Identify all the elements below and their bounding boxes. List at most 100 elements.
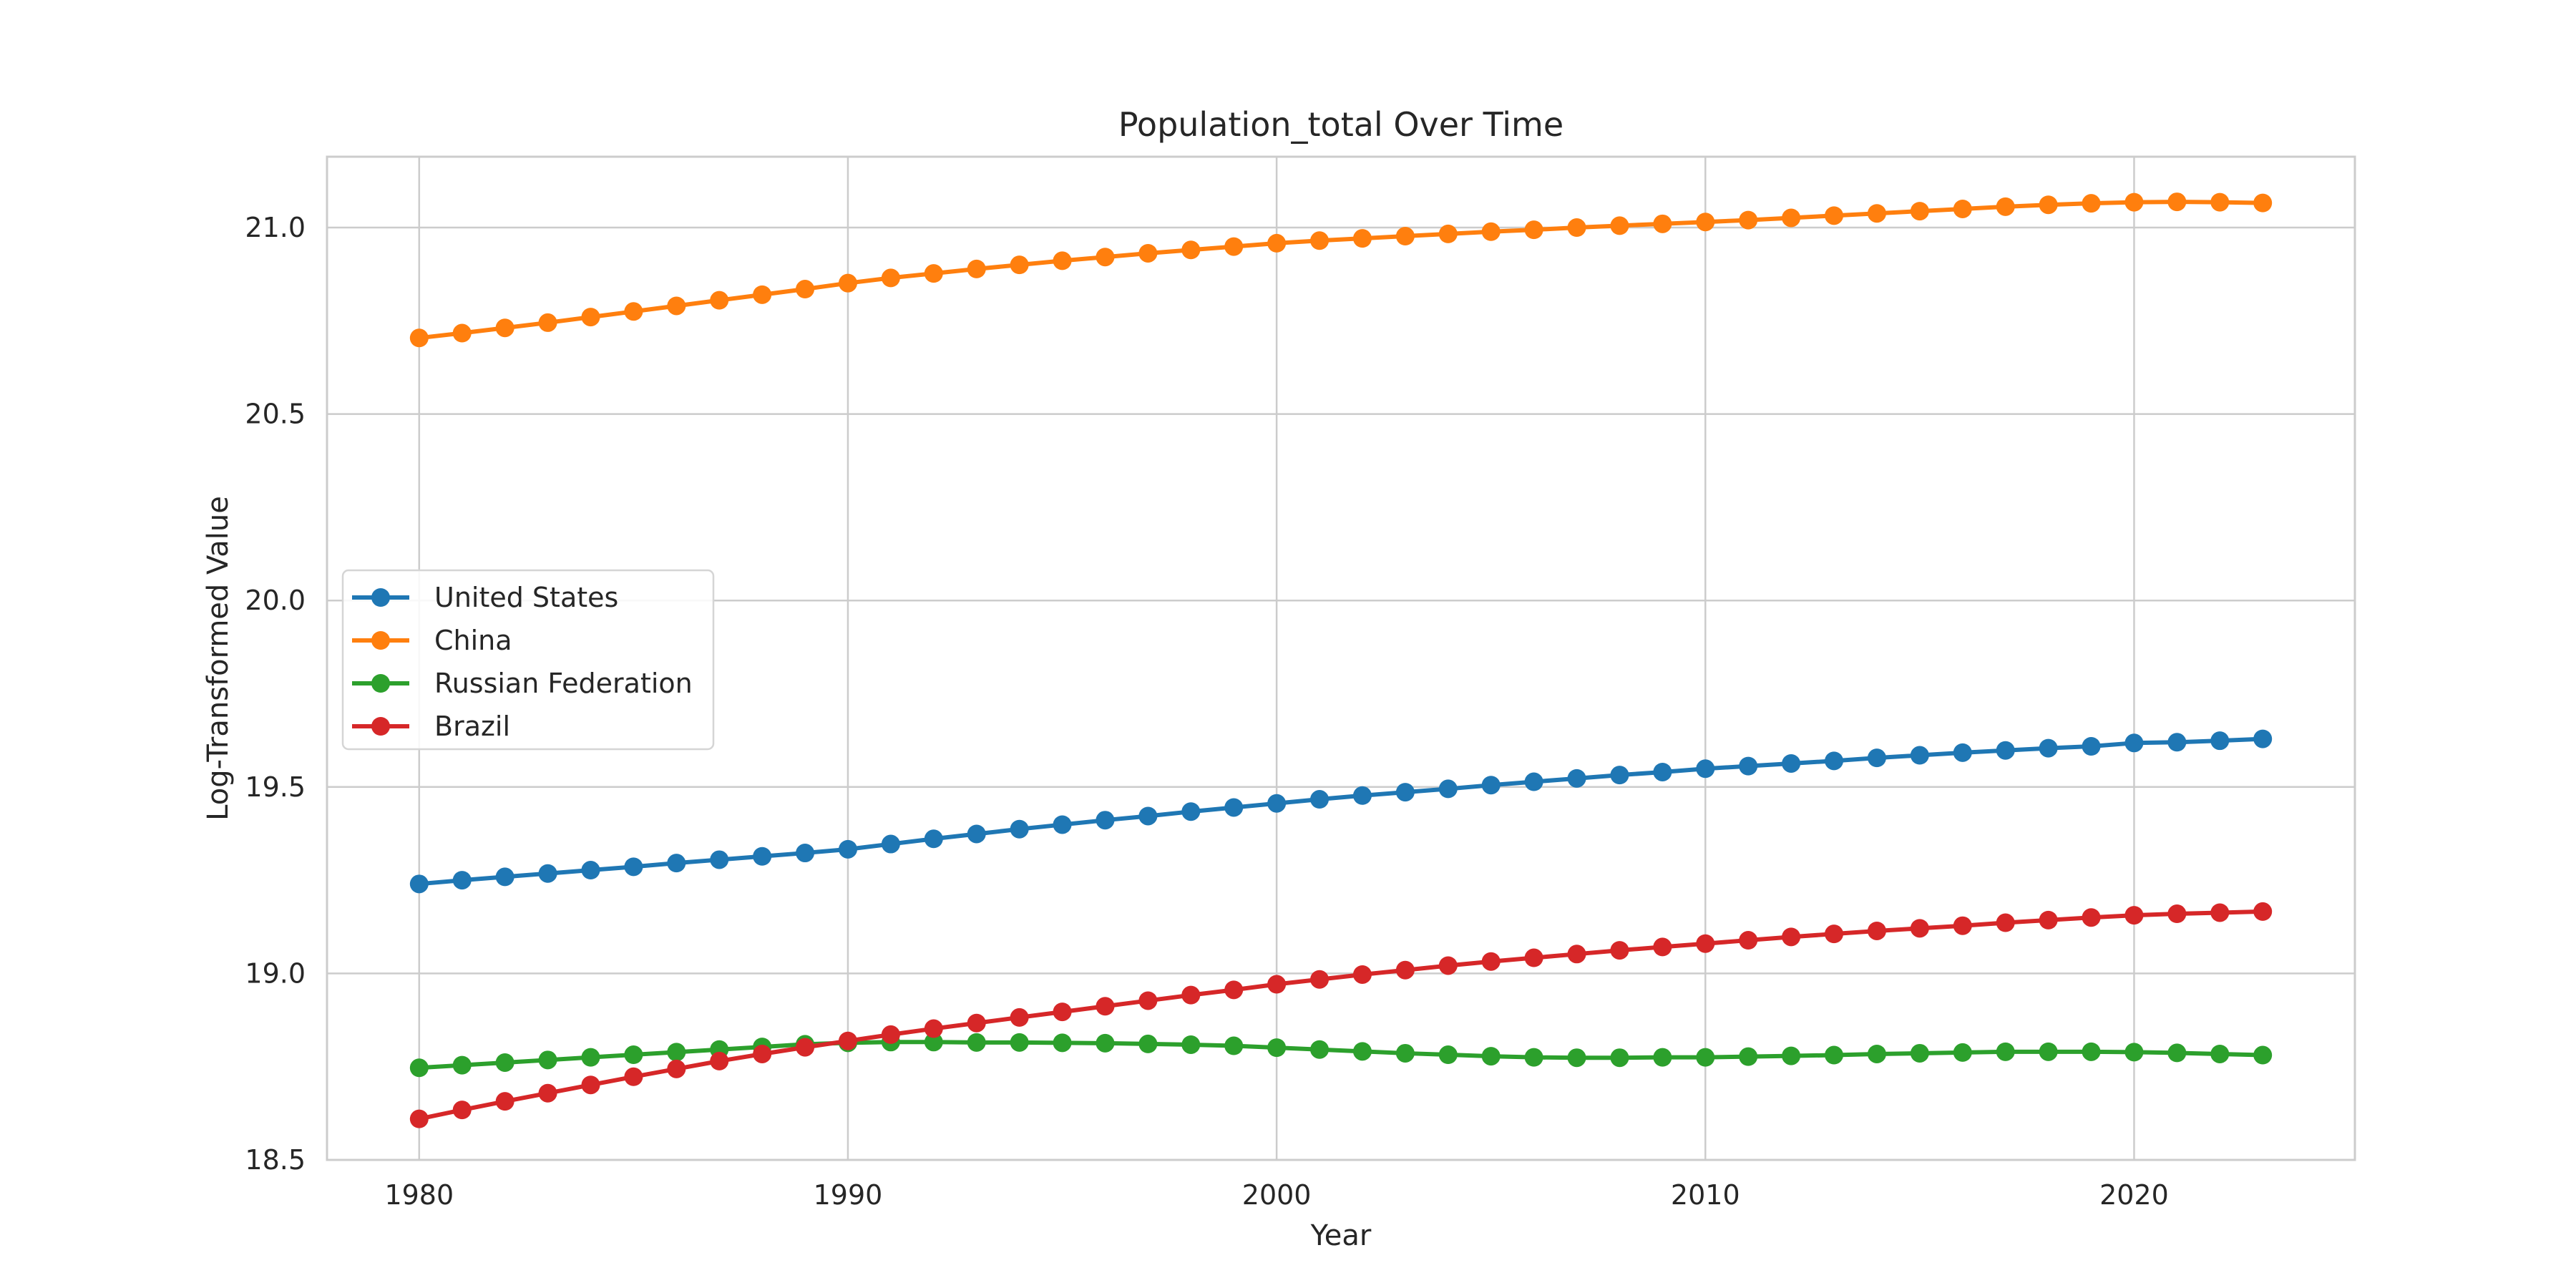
data-point	[1782, 753, 1801, 773]
legend-label: United States	[434, 582, 618, 613]
plot-frame	[326, 155, 2356, 1161]
data-point	[2039, 738, 2058, 758]
data-point	[1010, 1008, 1029, 1027]
data-point	[1395, 227, 1415, 246]
data-point	[2039, 195, 2058, 215]
data-point	[1867, 204, 1886, 223]
data-point	[2210, 731, 2230, 751]
data-point	[710, 850, 729, 869]
data-point	[581, 308, 600, 327]
data-point	[409, 328, 429, 348]
data-point	[1867, 748, 1886, 768]
data-point	[2210, 903, 2230, 922]
data-point	[2082, 737, 2101, 756]
data-point	[624, 1045, 643, 1065]
data-point	[581, 1048, 600, 1067]
data-point	[1481, 222, 1501, 241]
data-point	[1096, 997, 1115, 1016]
data-point	[538, 313, 557, 332]
legend-label: Russian Federation	[434, 668, 693, 699]
data-point	[1138, 806, 1158, 826]
data-point	[1352, 1042, 1372, 1061]
legend-marker	[371, 674, 390, 693]
data-point	[1696, 759, 1715, 779]
data-point	[1224, 798, 1244, 817]
data-point	[1953, 1043, 1972, 1062]
data-point	[1010, 255, 1029, 275]
data-point	[2124, 906, 2144, 925]
data-point	[624, 302, 643, 321]
data-point	[1524, 220, 1543, 240]
data-point	[1524, 772, 1543, 791]
x-tick-label: 2020	[2099, 1179, 2169, 1211]
data-point	[1782, 208, 1801, 228]
data-point	[1953, 743, 1972, 762]
data-point	[710, 1051, 729, 1070]
data-point	[667, 854, 686, 873]
data-point	[796, 1038, 815, 1057]
data-point	[495, 1053, 514, 1072]
data-point	[1653, 937, 1672, 957]
chart-title: Population_total Over Time	[1118, 105, 1563, 144]
data-point	[1053, 1033, 1072, 1053]
data-point	[1138, 243, 1158, 263]
data-point	[1395, 783, 1415, 802]
data-point	[1567, 769, 1586, 788]
data-point	[1825, 751, 1844, 771]
data-point	[538, 1083, 557, 1103]
data-point	[2082, 1042, 2101, 1061]
data-point	[1438, 956, 1458, 975]
data-point	[1524, 948, 1543, 967]
data-point	[1610, 941, 1629, 960]
data-point	[2167, 904, 2187, 924]
data-point	[838, 273, 857, 293]
data-point	[1438, 1045, 1458, 1065]
data-point	[1181, 1035, 1201, 1054]
data-point	[1696, 213, 1715, 232]
data-point	[495, 867, 514, 887]
data-point	[1181, 985, 1201, 1005]
data-point	[1224, 1036, 1244, 1055]
data-point	[753, 1044, 772, 1063]
data-point	[1096, 1033, 1115, 1053]
y-axis-label: Log-Transformed Value	[202, 496, 235, 821]
data-point	[1653, 1048, 1672, 1067]
data-point	[881, 268, 900, 288]
data-point	[1567, 218, 1586, 238]
series-united-states	[409, 729, 2273, 894]
data-point	[1310, 231, 1330, 250]
data-point	[452, 323, 472, 343]
y-tick-label: 20.5	[245, 399, 306, 430]
data-point	[538, 864, 557, 883]
legend-marker	[371, 631, 390, 650]
data-point	[1910, 1043, 1929, 1063]
data-point	[1610, 1048, 1629, 1068]
legend-marker	[371, 717, 390, 736]
legend-marker	[371, 588, 390, 607]
data-point	[1825, 1045, 1844, 1065]
data-point	[667, 296, 686, 316]
data-point	[1567, 1048, 1586, 1068]
data-point	[1310, 1040, 1330, 1059]
data-point	[1825, 924, 1844, 944]
data-point	[1181, 240, 1201, 260]
x-tick-label: 1980	[384, 1179, 454, 1211]
x-axis-ticks: 1980 1990 2000 2010 2020	[384, 1179, 2168, 1211]
data-point	[967, 824, 986, 844]
data-point	[1010, 1033, 1029, 1052]
data-point	[452, 1101, 472, 1120]
data-point	[2167, 733, 2187, 752]
data-point	[1610, 766, 1629, 785]
data-point	[2167, 192, 2187, 212]
data-point	[495, 318, 514, 338]
data-point	[624, 857, 643, 877]
y-tick-label: 21.0	[245, 212, 306, 243]
data-point	[1096, 248, 1115, 267]
data-point	[2253, 193, 2273, 213]
data-point	[1267, 233, 1287, 253]
data-point	[1352, 786, 1372, 805]
data-point	[1438, 779, 1458, 799]
data-point	[2253, 902, 2273, 921]
legend-item: Brazil	[352, 711, 510, 742]
